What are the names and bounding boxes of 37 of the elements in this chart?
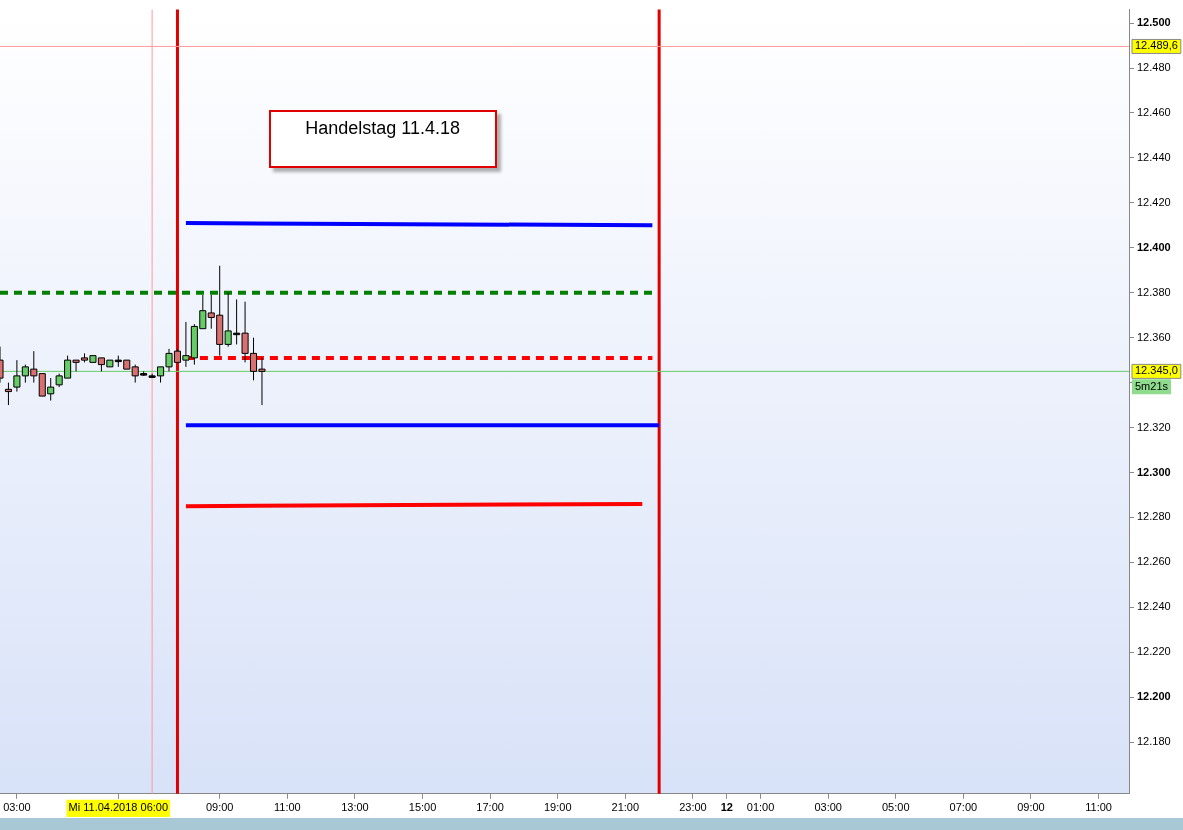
y-tick-label: 12.300 — [1137, 465, 1171, 478]
x-tick-label: 19:00 — [543, 801, 572, 814]
y-tick-label: 12.320 — [1137, 420, 1171, 433]
y-tick-label: 12.440 — [1137, 150, 1171, 163]
x-tick-label: Mi 11.04.2018 06:00 — [68, 801, 169, 814]
x-tick-label: 05:00 — [882, 801, 910, 814]
y-tick-label: 12.400 — [1137, 240, 1171, 253]
x-tick-label: 09:00 — [1017, 801, 1045, 814]
x-tick-label: 07:00 — [949, 801, 978, 814]
x-tick-label: 11:00 — [1085, 801, 1112, 814]
y-tick-label: 12.480 — [1137, 61, 1171, 74]
y-tick-label: 12.220 — [1137, 645, 1171, 658]
text-box: Handelstag 11.4.18 — [268, 109, 497, 168]
x-tick-label: 12 — [720, 801, 733, 814]
y-tick-label: 12.360 — [1137, 330, 1171, 343]
y-tick-label: 12.180 — [1137, 735, 1171, 748]
ref-line-label: 12.345,0 — [1135, 364, 1178, 377]
x-tick-label: 13:00 — [341, 801, 369, 814]
ref-line-label: 12.489,6 — [1135, 39, 1178, 52]
x-tick-label: 11:00 — [273, 801, 301, 814]
x-tick-label: 03:00 — [814, 801, 842, 814]
x-tick-label: 21:00 — [611, 801, 640, 814]
x-tick-label: 15:00 — [408, 801, 437, 814]
y-tick-label: 12.260 — [1137, 555, 1171, 568]
y-tick-label: 12.200 — [1137, 690, 1171, 703]
y-tick-label: 12.280 — [1137, 510, 1171, 523]
y-tick-label: 12.380 — [1137, 285, 1171, 298]
y-tick-label: 12.240 — [1137, 600, 1171, 613]
x-tick-label: 09:00 — [205, 801, 234, 814]
x-tick-label: 01:00 — [746, 801, 775, 814]
text: 5m21s — [1135, 380, 1169, 393]
y-tick-label: 12.420 — [1137, 195, 1171, 208]
x-tick-label: 23:00 — [679, 801, 707, 814]
y-tick-label: 12.460 — [1137, 105, 1171, 118]
x-tick-label: 03:00 — [3, 801, 31, 814]
y-tick-label: 12.500 — [1137, 16, 1171, 29]
x-tick-label: 17:00 — [476, 801, 504, 814]
